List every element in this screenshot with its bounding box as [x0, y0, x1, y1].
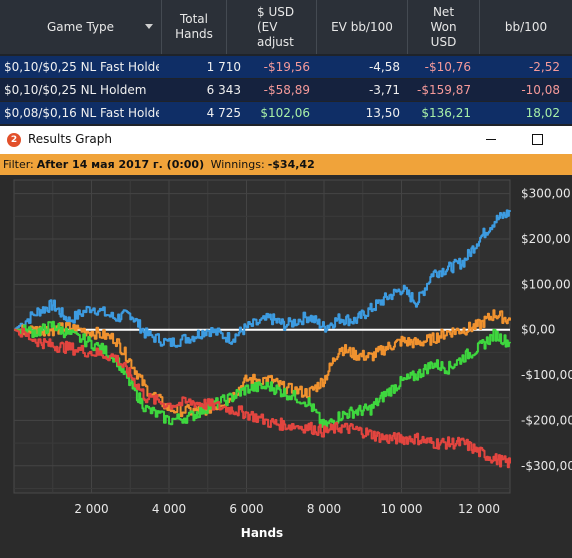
y-tick-label: $300,00 [521, 187, 571, 201]
net-won-cell: $136,21 [421, 106, 471, 120]
x-tick-label: 8 000 [307, 502, 341, 516]
column-header-ev-bb100[interactable]: EV bb/100 [317, 0, 408, 54]
window-title: Results Graph [28, 132, 112, 146]
results-graph: 2 000 4 000 6 000 8 000 10 000 12 000 $300,00 $… [0, 175, 572, 558]
results-chart: 2 000 4 000 6 000 8 000 10 000 12 000 $300,00 $… [13, 179, 572, 540]
usd-ev-cell: -$58,89 [263, 83, 310, 97]
bb100-cell: -2,52 [528, 60, 560, 74]
minimize-button[interactable] [486, 139, 496, 140]
game-type-cell: $0,10/$0,25 NL Fast Holdei [4, 60, 159, 74]
game-type-cell: $0,10/$0,25 NL Holdem [4, 83, 147, 97]
y-tick-label: $0,00 [521, 323, 555, 337]
winnings-label: Winnings: [210, 158, 265, 171]
total-hands-cell: 6 343 [206, 83, 241, 97]
y-tick-label: -$100,00 [521, 368, 572, 382]
column-header-usd-ev[interactable]: $ USD (EV adjust [227, 0, 317, 54]
table-header: Game Type Total Hands $ USD (EV adjust E… [0, 0, 572, 54]
bb100-cell: 18,02 [525, 106, 560, 120]
column-header-label: Net Won USD [430, 4, 457, 49]
y-tick-label: $100,00 [521, 277, 571, 291]
column-header-label: Total Hands [175, 12, 213, 41]
net-won-cell: -$159,87 [417, 83, 471, 97]
usd-ev-cell: $102,06 [260, 106, 310, 120]
y-tick-label: -$200,00 [521, 413, 572, 427]
x-tick-label: 2 000 [74, 502, 108, 516]
table-row[interactable]: $0,10/$0,25 NL Holdem 6 343 -$58,89 -3,7… [0, 79, 572, 101]
ev-bb100-cell: -4,58 [368, 60, 400, 74]
column-header-label: EV bb/100 [331, 19, 393, 34]
column-header-label: Game Type [46, 19, 115, 34]
y-tick-label: -$300,00 [521, 459, 572, 473]
sort-dropdown-icon[interactable] [145, 24, 153, 29]
maximize-button[interactable] [532, 134, 543, 145]
ev-bb100-cell: -3,71 [368, 83, 400, 97]
results-graph-titlebar: 2 Results Graph [0, 126, 572, 154]
table-row[interactable]: $0,08/$0,16 NL Fast Holdei 4 725 $102,06… [0, 102, 572, 124]
series-line [14, 209, 511, 348]
y-tick-label: $200,00 [521, 232, 571, 246]
column-header-game-type[interactable]: Game Type [0, 0, 162, 54]
series-line [14, 309, 511, 418]
x-tick-label: 10 000 [381, 502, 423, 516]
ev-bb100-cell: 13,50 [365, 106, 400, 120]
game-type-cell: $0,08/$0,16 NL Fast Holdei [4, 106, 159, 120]
series-line [14, 327, 511, 469]
stats-table: Game Type Total Hands $ USD (EV adjust E… [0, 0, 572, 126]
filter-bar: Filter: After 14 мая 2017 г. (0:00) Winni… [0, 154, 572, 175]
total-hands-cell: 4 725 [206, 106, 241, 120]
column-header-label: bb/100 [504, 19, 548, 34]
series-line [14, 320, 511, 429]
net-won-cell: -$10,76 [424, 60, 471, 74]
x-tick-label: 12 000 [458, 502, 500, 516]
filter-value[interactable]: After 14 мая 2017 г. (0:00) [36, 158, 205, 171]
winnings-value: -$34,42 [267, 158, 315, 171]
x-axis-label: Hands [241, 526, 283, 540]
column-header-net-won[interactable]: Net Won USD [408, 0, 480, 54]
total-hands-cell: 1 710 [206, 60, 241, 74]
table-row[interactable]: $0,10/$0,25 NL Fast Holdei 1 710 -$19,56… [0, 56, 572, 78]
column-header-bb100[interactable]: bb/100 [480, 0, 572, 54]
usd-ev-cell: -$19,56 [263, 60, 310, 74]
column-header-total-hands[interactable]: Total Hands [162, 0, 227, 54]
column-header-label: $ USD (EV adjust [257, 4, 295, 49]
x-tick-label: 6 000 [229, 502, 263, 516]
bb100-cell: -10,08 [521, 83, 560, 97]
x-tick-label: 4 000 [152, 502, 186, 516]
app-logo-icon: 2 [7, 133, 21, 147]
filter-label: Filter: [3, 158, 34, 171]
